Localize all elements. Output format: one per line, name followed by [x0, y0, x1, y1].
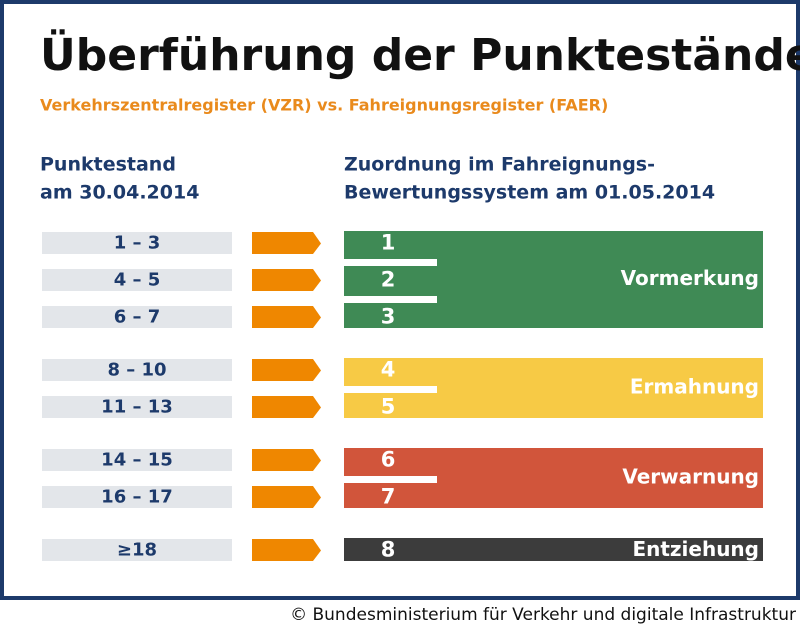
range-label: 4 – 5	[114, 270, 161, 291]
range-bar	[42, 449, 232, 471]
group-block	[344, 231, 763, 328]
range-bar	[42, 396, 232, 418]
separator	[344, 296, 437, 303]
points-label: 7	[381, 485, 396, 509]
points-label: 5	[381, 395, 396, 419]
footer: © Bundesministerium für Verkehr und digi…	[290, 605, 796, 625]
range-bar	[42, 359, 232, 381]
group-label: Verwarnung	[622, 465, 759, 489]
arrow	[252, 359, 321, 381]
subtitle: Verkehrszentralregister (VZR) vs. Fahrei…	[40, 96, 608, 115]
points-label: 3	[381, 305, 396, 329]
arrow	[252, 232, 321, 254]
range-bar	[42, 269, 232, 291]
right-header: Zuordnung im Fahreignungs-	[344, 154, 655, 176]
arrow	[252, 306, 321, 328]
arrow	[252, 449, 321, 471]
range-label: 11 – 13	[101, 397, 173, 418]
points-label: 1	[381, 231, 396, 255]
arrow	[252, 486, 321, 508]
arrow	[252, 269, 321, 291]
range-bar	[42, 232, 232, 254]
range-label: 16 – 17	[101, 487, 173, 508]
right-header: Bewertungssystem am 01.05.2014	[344, 182, 715, 204]
arrow	[252, 396, 321, 418]
group-label: Entziehung	[632, 537, 759, 561]
range-bar	[42, 306, 232, 328]
points-label: 8	[381, 538, 396, 562]
left-header: Punktestand	[40, 154, 176, 176]
range-label: ≥18	[117, 540, 157, 561]
range-label: 1 – 3	[114, 233, 161, 254]
separator	[344, 259, 437, 266]
range-label: 8 – 10	[107, 360, 166, 381]
arrow	[252, 539, 321, 561]
separator	[344, 386, 437, 393]
title: Überführung der Punktestände	[40, 28, 800, 81]
group-label: Ermahnung	[630, 375, 759, 399]
range-bar	[42, 486, 232, 508]
left-header: am 30.04.2014	[40, 182, 199, 204]
range-bar	[42, 539, 232, 561]
separator	[344, 476, 437, 483]
points-label: 2	[381, 268, 396, 292]
range-label: 6 – 7	[114, 307, 161, 328]
points-label: 6	[381, 448, 396, 472]
points-label: 4	[381, 358, 396, 382]
group-label: Vormerkung	[621, 266, 759, 290]
range-label: 14 – 15	[101, 450, 173, 471]
group-block	[344, 538, 763, 561]
